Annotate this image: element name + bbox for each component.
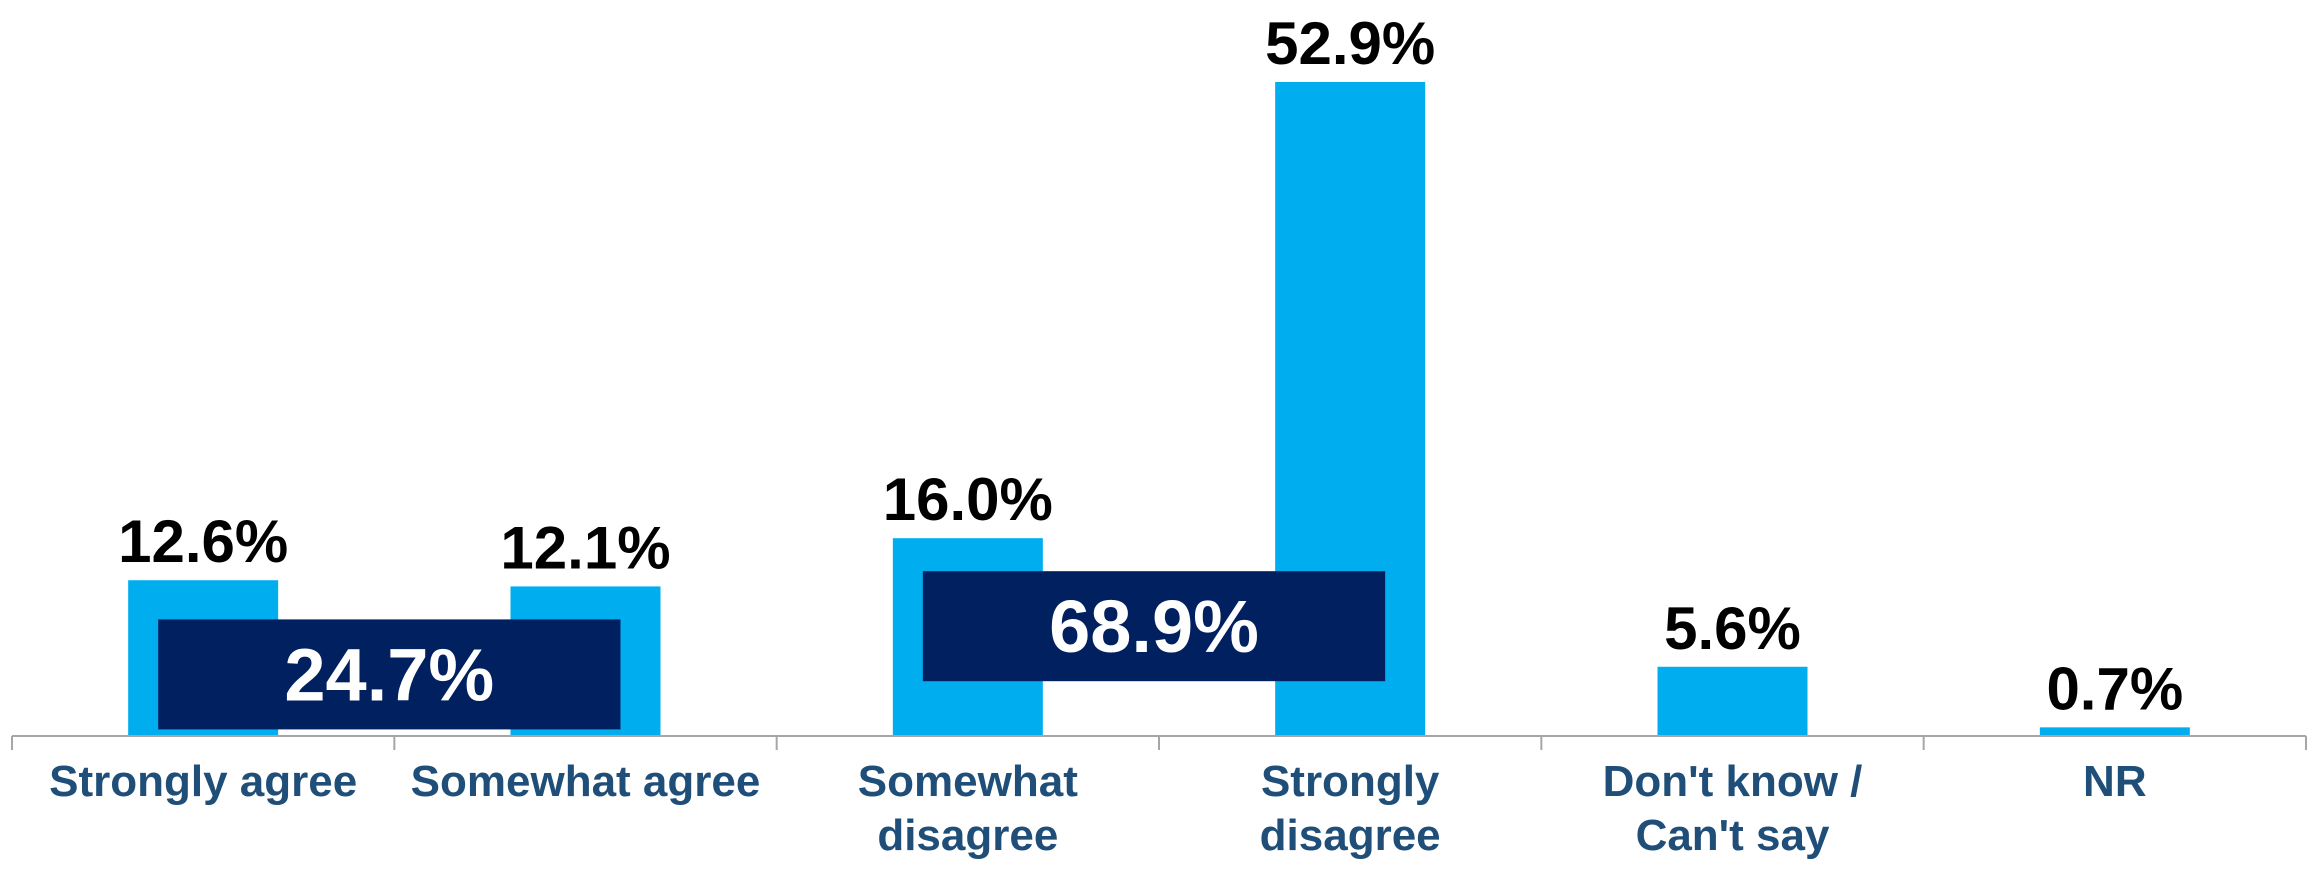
x-axis <box>11 735 2307 750</box>
bar-5 <box>2039 727 2190 736</box>
category-label-line: disagree <box>877 811 1058 860</box>
category-label-5: NR <box>2083 757 2147 806</box>
category-labels-layer: Strongly agree Somewhat agree Somewhat disa… <box>49 757 2146 860</box>
value-labels-layer: 12.6% 12.1% 16.0% 52.9% 5.6% 0.7% <box>118 10 2183 722</box>
value-label-4: 5.6% <box>1664 595 1801 662</box>
category-label-2: Somewhat disagree <box>858 757 1078 860</box>
category-label-1: Somewhat agree <box>411 757 761 806</box>
category-label-3: Strongly disagree <box>1260 757 1441 860</box>
category-label-line: Somewhat agree <box>411 757 761 806</box>
group-label-0: 24.7% <box>284 633 494 716</box>
category-label-4: Don't know / Can't say <box>1603 757 1863 860</box>
value-label-2: 16.0% <box>883 466 1053 533</box>
group-box-0 <box>158 619 621 730</box>
category-label-line: Strongly <box>1261 757 1440 806</box>
group-box-1 <box>922 571 1386 682</box>
category-label-line: disagree <box>1260 811 1441 860</box>
category-label-0: Strongly agree <box>49 757 357 806</box>
category-label-line: Strongly agree <box>49 757 357 806</box>
value-label-1: 12.1% <box>500 514 670 581</box>
bar-4 <box>1657 666 1808 736</box>
category-label-line: Can't say <box>1636 811 1830 860</box>
category-label-line: NR <box>2083 757 2147 806</box>
value-label-5: 0.7% <box>2046 655 2183 722</box>
value-label-3: 52.9% <box>1265 10 1435 77</box>
group-label-1: 68.9% <box>1049 585 1259 668</box>
category-label-line: Somewhat <box>858 757 1078 806</box>
value-label-0: 12.6% <box>118 508 288 575</box>
category-label-line: Don't know / <box>1603 757 1863 806</box>
group-boxes-layer: 24.7% 68.9% <box>158 571 1386 730</box>
